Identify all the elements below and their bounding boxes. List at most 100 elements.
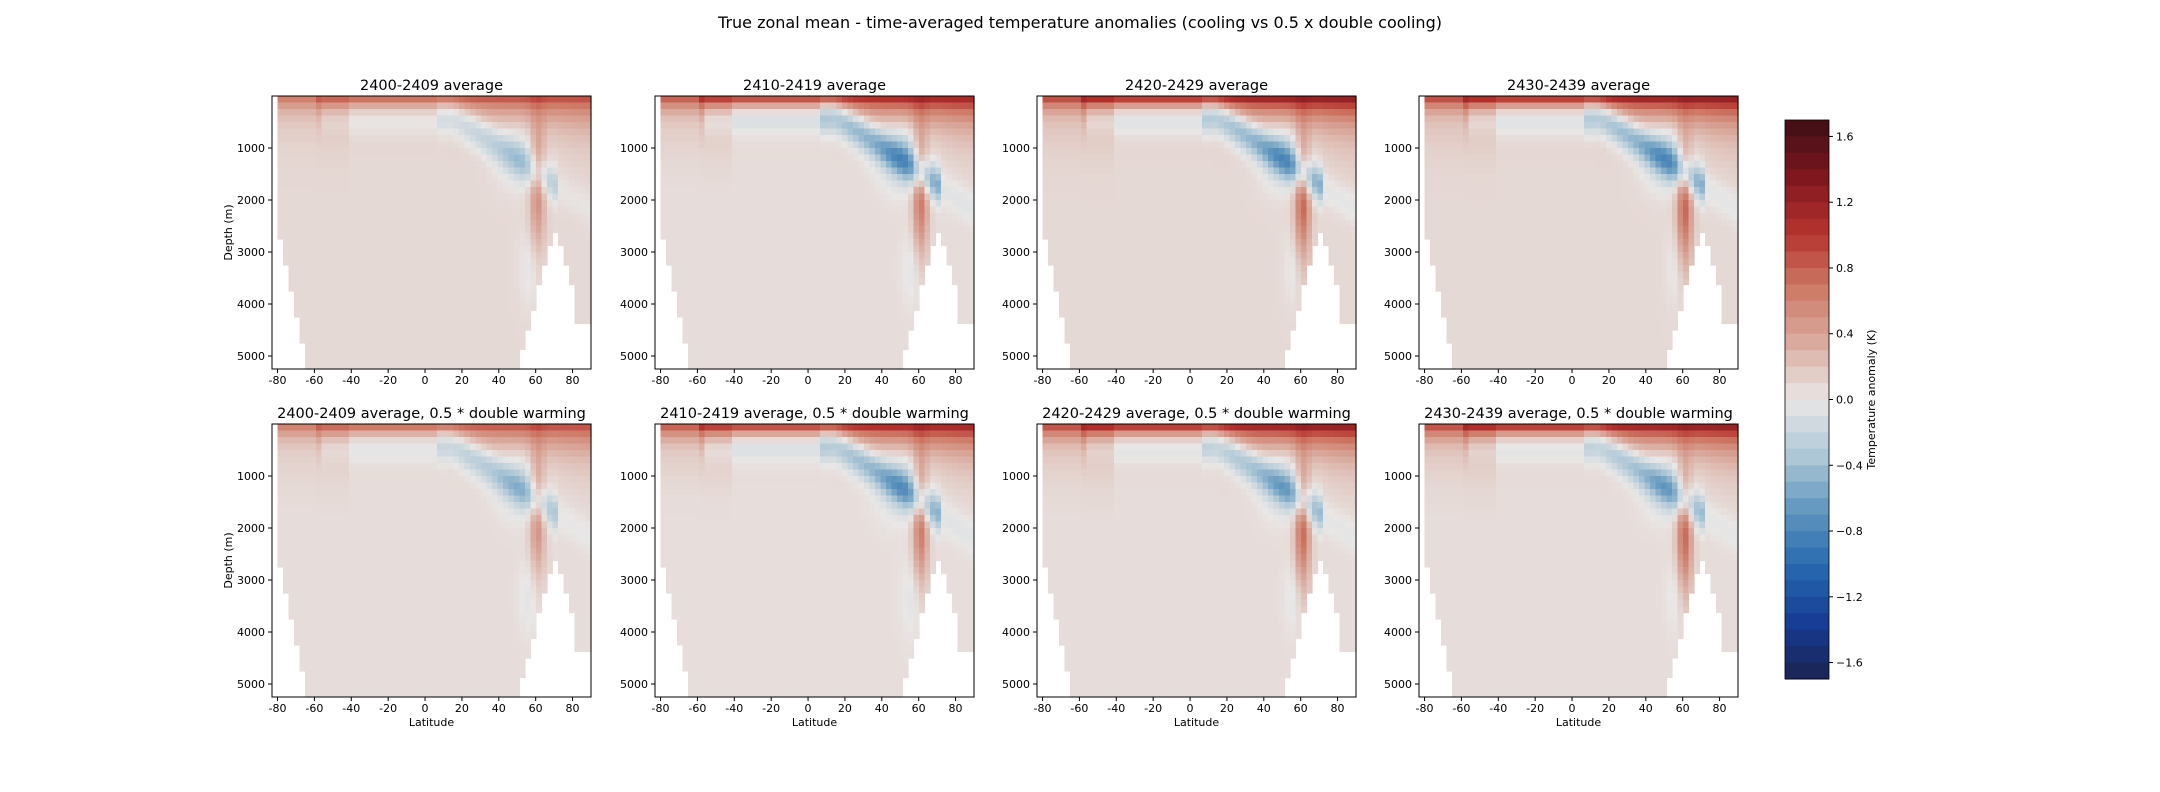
heatmap-cell [387, 362, 394, 370]
heatmap-cell [902, 148, 909, 156]
heatmap-cell [1053, 193, 1060, 201]
heatmap-cell [831, 310, 838, 318]
heatmap-cell [776, 167, 783, 175]
heatmap-cell [825, 226, 832, 234]
heatmap-cell [732, 362, 739, 370]
heatmap-cell [891, 258, 898, 266]
heatmap-cell [442, 343, 449, 351]
heatmap-cell [354, 115, 361, 123]
heatmap-cell [492, 148, 499, 156]
heatmap-cell [776, 330, 783, 338]
heatmap-cell [847, 122, 854, 130]
heatmap-cell [365, 102, 372, 110]
heatmap-cell [682, 304, 689, 312]
heatmap-cell [519, 167, 526, 175]
heatmap-cell [409, 213, 416, 221]
heatmap-cell [858, 330, 865, 338]
heatmap-cell [897, 174, 904, 182]
heatmap-cell [715, 310, 722, 318]
heatmap-cell [514, 187, 521, 195]
heatmap-cell [886, 154, 893, 162]
heatmap-cell [715, 343, 722, 351]
heatmap-cell [569, 122, 576, 130]
heatmap-cell [541, 122, 548, 130]
heatmap-cell [503, 128, 510, 136]
heatmap-cell [492, 206, 499, 214]
heatmap-cell [514, 297, 521, 305]
heatmap-cell [354, 317, 361, 325]
heatmap-cell [343, 193, 350, 201]
heatmap-cell [814, 148, 821, 156]
heatmap-cell [831, 336, 838, 344]
heatmap-cell [349, 317, 356, 325]
heatmap-cell [492, 297, 499, 305]
heatmap-cell [453, 245, 460, 253]
heatmap-cell [759, 193, 766, 201]
heatmap-cell [1119, 109, 1126, 117]
heatmap-cell [682, 115, 689, 123]
heatmap-cell [541, 239, 548, 247]
heatmap-cell [530, 187, 537, 195]
heatmap-cell [957, 161, 964, 169]
heatmap-cell [453, 128, 460, 136]
heatmap-cell [902, 232, 909, 240]
heatmap-cell [437, 245, 444, 253]
heatmap-cell [349, 252, 356, 260]
heatmap-cell [404, 219, 411, 227]
heatmap-cell [343, 154, 350, 162]
heatmap-cell [327, 265, 334, 273]
heatmap-cell [310, 317, 317, 325]
heatmap-cell [299, 128, 306, 136]
heatmap-cell [666, 252, 673, 260]
heatmap-cell [420, 265, 427, 273]
heatmap-cell [842, 96, 849, 104]
heatmap-cell [569, 232, 576, 240]
heatmap-cell [349, 343, 356, 351]
heatmap-cell [585, 135, 592, 143]
heatmap-cell [825, 330, 832, 338]
heatmap-cell [787, 284, 794, 292]
heatmap-cell [574, 167, 581, 175]
heatmap-cell [759, 232, 766, 240]
heatmap-cell [710, 349, 717, 357]
heatmap-cell [704, 109, 711, 117]
heatmap-cell [1114, 291, 1121, 299]
heatmap-cell [809, 349, 816, 357]
heatmap-cell [919, 232, 926, 240]
heatmap-cell [387, 154, 394, 162]
heatmap-cell [704, 167, 711, 175]
heatmap-cell [710, 187, 717, 195]
heatmap-cell [853, 343, 860, 351]
heatmap-cell [1075, 187, 1082, 195]
heatmap-cell [853, 232, 860, 240]
heatmap-cell [798, 317, 805, 325]
heatmap-cell [820, 349, 827, 357]
heatmap-cell [547, 167, 554, 175]
heatmap-cell [732, 310, 739, 318]
heatmap-cell [759, 219, 766, 227]
heatmap-cell [704, 115, 711, 123]
heatmap-cell [891, 271, 898, 279]
heatmap-cell [677, 193, 684, 201]
heatmap-cell [398, 252, 405, 260]
heatmap-cell [1108, 96, 1115, 104]
heatmap-cell [288, 128, 295, 136]
heatmap-cell [404, 102, 411, 110]
heatmap-cell [803, 102, 810, 110]
heatmap-cell [492, 330, 499, 338]
heatmap-cell [371, 135, 378, 143]
heatmap-cell [814, 349, 821, 357]
panel-title: 2410-2419 average [743, 78, 886, 94]
heatmap-cell [398, 336, 405, 344]
heatmap-cell [310, 115, 317, 123]
heatmap-cell [343, 356, 350, 364]
heatmap-cell [310, 219, 317, 227]
heatmap-cell [748, 141, 755, 149]
heatmap-cell [420, 310, 427, 318]
heatmap-cell [371, 362, 378, 370]
heatmap-cell [792, 128, 799, 136]
heatmap-cell [404, 271, 411, 279]
heatmap-cell [1059, 245, 1066, 253]
heatmap-cell [327, 343, 334, 351]
heatmap-cell [704, 356, 711, 364]
